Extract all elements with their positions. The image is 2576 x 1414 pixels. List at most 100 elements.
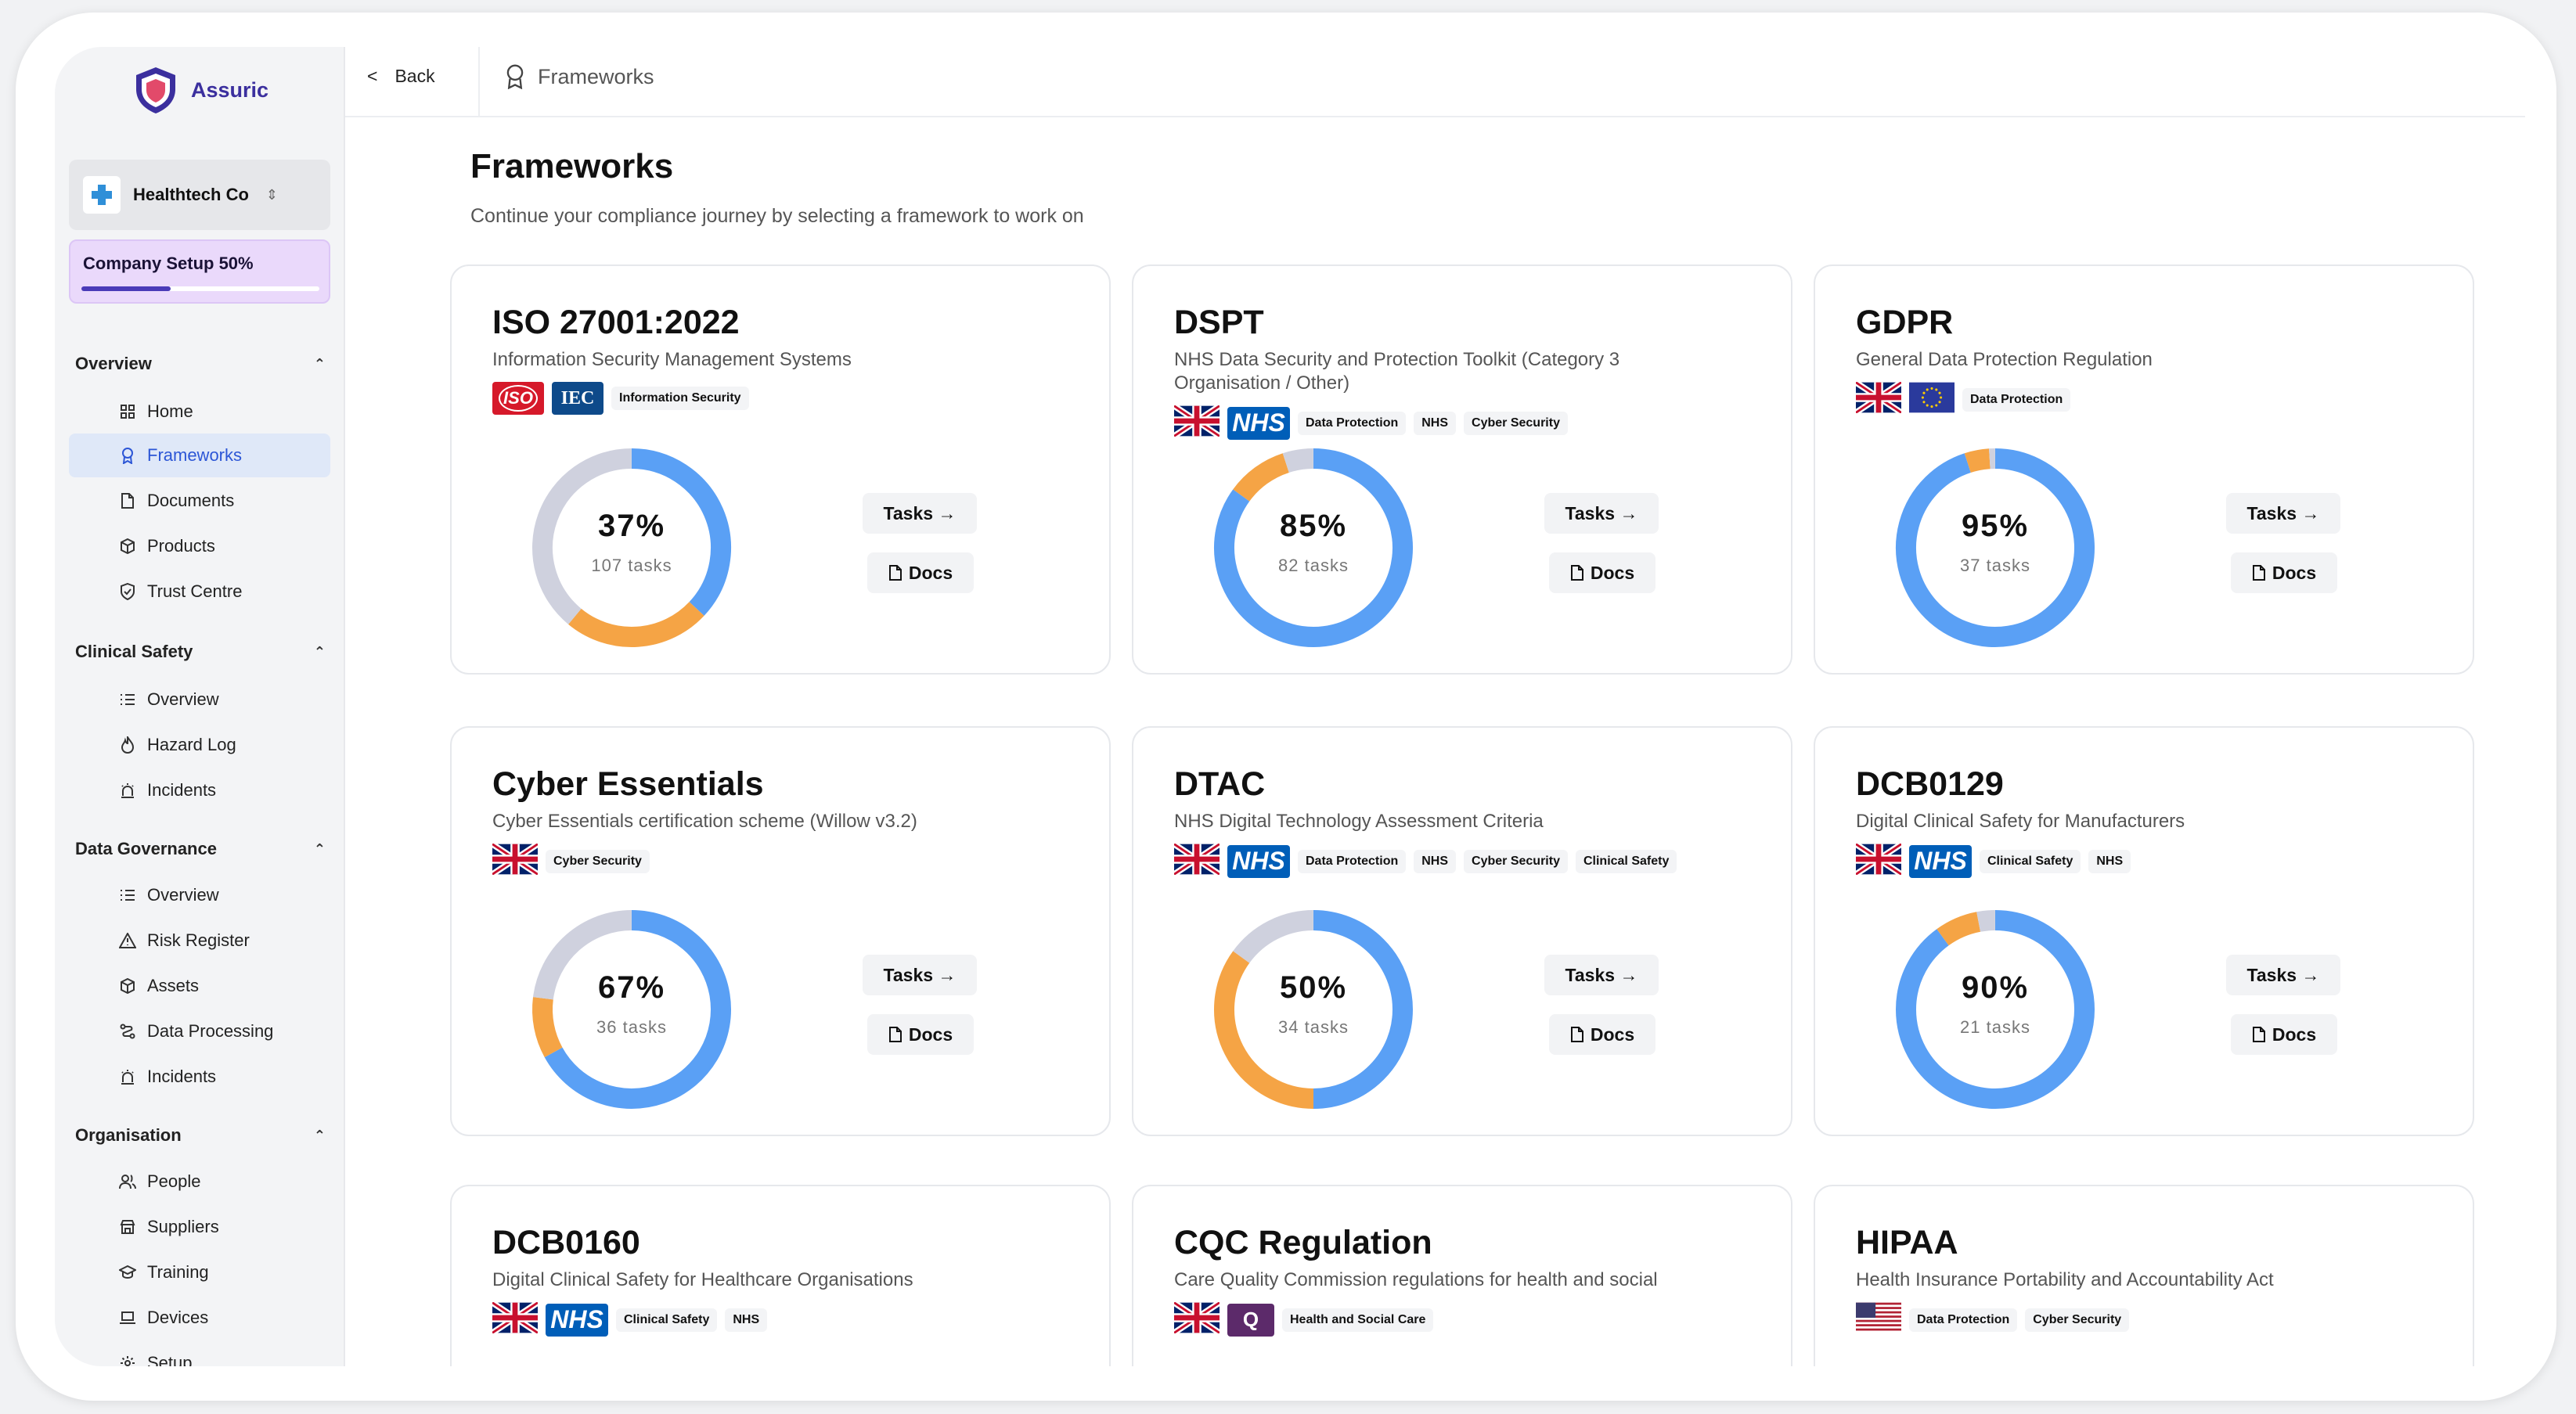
progress-donut: 85% 82 tasks bbox=[1212, 446, 1415, 649]
award-icon bbox=[119, 447, 136, 464]
framework-card[interactable]: GDPR General Data Protection Regulation Da… bbox=[1814, 264, 2474, 675]
docs-button[interactable]: Docs bbox=[1549, 1014, 1655, 1055]
tasks-button[interactable]: Tasks → bbox=[2226, 955, 2340, 995]
shield-check-icon bbox=[119, 583, 136, 600]
sidebar-item-label: Documents bbox=[147, 491, 235, 510]
docs-label: Docs bbox=[1590, 562, 1635, 583]
nhs-logo-icon: NHS bbox=[1909, 844, 1972, 878]
sidebar-item-governance-incidents[interactable]: Incidents bbox=[69, 1055, 330, 1099]
progress-donut: 37% 107 tasks bbox=[530, 446, 733, 649]
sidebar-item-data-processing[interactable]: Data Processing bbox=[69, 1009, 330, 1053]
framework-tags: NHS Clinical Safety NHS bbox=[1854, 841, 2131, 879]
tasks-button[interactable]: Tasks → bbox=[1544, 955, 1659, 995]
sidebar-item-documents[interactable]: Documents bbox=[69, 479, 330, 523]
tasks-button[interactable]: Tasks → bbox=[863, 955, 977, 995]
setup-progress-fill bbox=[81, 286, 171, 291]
docs-button[interactable]: Docs bbox=[2231, 1014, 2337, 1055]
framework-card[interactable]: DCB0129 Digital Clinical Safety for Manuf… bbox=[1814, 726, 2474, 1136]
tag-badge: Clinical Safety bbox=[1575, 849, 1677, 873]
sidebar-item-label: Overview bbox=[147, 689, 219, 709]
sidebar-item-label: Setup bbox=[147, 1353, 193, 1366]
sidebar-item-label: Incidents bbox=[147, 780, 217, 800]
siren-icon bbox=[119, 1068, 136, 1085]
company-setup-progress[interactable]: Company Setup 50% bbox=[69, 239, 330, 304]
framework-description: Digital Clinical Safety for Healthcare O… bbox=[492, 1269, 913, 1290]
chevron-up-icon: ⌃ bbox=[313, 355, 326, 372]
sidebar-item-label: Training bbox=[147, 1262, 209, 1282]
framework-card[interactable]: ISO 27001:2022 Information Security Manag… bbox=[450, 264, 1111, 675]
sidebar-item-products[interactable]: Products bbox=[69, 524, 330, 568]
brand-logo[interactable]: Assuric bbox=[130, 64, 268, 116]
file-icon bbox=[2252, 1027, 2265, 1042]
section-organisation[interactable]: Organisation ⌃ bbox=[75, 1125, 326, 1146]
chevron-up-icon: ⌃ bbox=[313, 643, 326, 660]
section-overview[interactable]: Overview ⌃ bbox=[75, 354, 326, 374]
donut-remaining-segment bbox=[1976, 910, 1996, 932]
section-title: Data Governance bbox=[75, 839, 217, 858]
box-icon bbox=[119, 977, 136, 995]
sidebar-item-training[interactable]: Training bbox=[69, 1250, 330, 1294]
divider bbox=[478, 47, 480, 117]
tag-badge: Cyber Security bbox=[546, 849, 650, 873]
tasks-button[interactable]: Tasks → bbox=[1544, 493, 1659, 534]
uk-flag-icon bbox=[490, 841, 540, 879]
sidebar-item-hazard-log[interactable]: Hazard Log bbox=[69, 723, 330, 767]
sidebar-item-devices[interactable]: Devices bbox=[69, 1296, 330, 1340]
section-clinical-safety[interactable]: Clinical Safety ⌃ bbox=[75, 642, 326, 662]
back-button[interactable]: < Back bbox=[367, 66, 435, 87]
framework-description: General Data Protection Regulation bbox=[1856, 349, 2153, 370]
app-window: Assuric Healthtech Co ⇕ Company Setup 50… bbox=[55, 47, 2525, 1366]
docs-button[interactable]: Docs bbox=[1549, 552, 1655, 593]
sidebar-item-setup[interactable]: Setup bbox=[69, 1341, 330, 1366]
framework-card[interactable]: DCB0160 Digital Clinical Safety for Healt… bbox=[450, 1185, 1111, 1366]
setup-label: Company Setup 50% bbox=[83, 254, 254, 273]
framework-card[interactable]: HIPAA Health Insurance Portability and Ac… bbox=[1814, 1185, 2474, 1366]
framework-title: DSPT bbox=[1174, 304, 1264, 341]
sidebar-item-governance-overview[interactable]: Overview bbox=[69, 873, 330, 917]
docs-button[interactable]: Docs bbox=[2231, 552, 2337, 593]
docs-button[interactable]: Docs bbox=[867, 552, 974, 593]
donut-in-progress-segment bbox=[1937, 912, 1981, 946]
setup-progress-bar bbox=[81, 286, 319, 291]
section-data-governance[interactable]: Data Governance ⌃ bbox=[75, 839, 326, 859]
sidebar-item-frameworks[interactable]: Frameworks bbox=[69, 434, 330, 477]
progress-percent: 95% bbox=[1961, 509, 2030, 543]
top-bar: < Back Frameworks bbox=[345, 47, 2525, 117]
framework-tags: NHS Data Protection NHS Cyber Security bbox=[1172, 403, 1568, 441]
tag-badge: Cyber Security bbox=[2025, 1308, 2130, 1332]
tasks-button[interactable]: Tasks → bbox=[863, 493, 977, 534]
sidebar-item-clinical-overview[interactable]: Overview bbox=[69, 678, 330, 721]
framework-description: NHS Digital Technology Assessment Criter… bbox=[1174, 811, 1544, 832]
donut-in-progress-segment bbox=[1233, 453, 1290, 502]
sidebar-item-label: Data Processing bbox=[147, 1021, 274, 1041]
donut-complete-segment bbox=[544, 910, 731, 1109]
page-title: Frameworks bbox=[470, 147, 674, 185]
framework-tags: Data Protection bbox=[1854, 380, 2071, 417]
framework-card[interactable]: CQC Regulation Care Quality Commission re… bbox=[1132, 1185, 1792, 1366]
framework-card[interactable]: Cyber Essentials Cyber Essentials certifi… bbox=[450, 726, 1111, 1136]
framework-description: Cyber Essentials certification scheme (W… bbox=[492, 811, 917, 832]
sidebar-item-suppliers[interactable]: Suppliers bbox=[69, 1205, 330, 1249]
siren-icon bbox=[119, 782, 136, 799]
task-count: 107 tasks bbox=[591, 556, 672, 575]
sidebar-item-assets[interactable]: Assets bbox=[69, 964, 330, 1008]
sidebar-item-risk-register[interactable]: Risk Register bbox=[69, 919, 330, 962]
uk-flag-icon bbox=[490, 1300, 540, 1337]
sidebar-item-people[interactable]: People bbox=[69, 1160, 330, 1204]
framework-card[interactable]: DSPT NHS Data Security and Protection Too… bbox=[1132, 264, 1792, 675]
sidebar-item-trust-centre[interactable]: Trust Centre bbox=[69, 570, 330, 613]
org-name: Healthtech Co bbox=[133, 185, 249, 204]
sidebar-item-clinical-incidents[interactable]: Incidents bbox=[69, 768, 330, 812]
framework-description: NHS Data Security and Protection Toolkit… bbox=[1174, 349, 1620, 394]
eu-flag-icon bbox=[1909, 382, 1955, 417]
list-icon bbox=[119, 691, 136, 708]
tag-badge: Information Security bbox=[611, 387, 749, 410]
framework-title: DCB0129 bbox=[1856, 765, 2004, 803]
tasks-button[interactable]: Tasks → bbox=[2226, 493, 2340, 534]
framework-card[interactable]: DTAC NHS Digital Technology Assessment Cr… bbox=[1132, 726, 1792, 1136]
sidebar-item-home[interactable]: Home bbox=[69, 390, 330, 434]
org-selector[interactable]: Healthtech Co ⇕ bbox=[69, 160, 330, 230]
docs-button[interactable]: Docs bbox=[867, 1014, 974, 1055]
docs-label: Docs bbox=[1590, 1024, 1635, 1045]
docs-label: Docs bbox=[908, 562, 953, 583]
